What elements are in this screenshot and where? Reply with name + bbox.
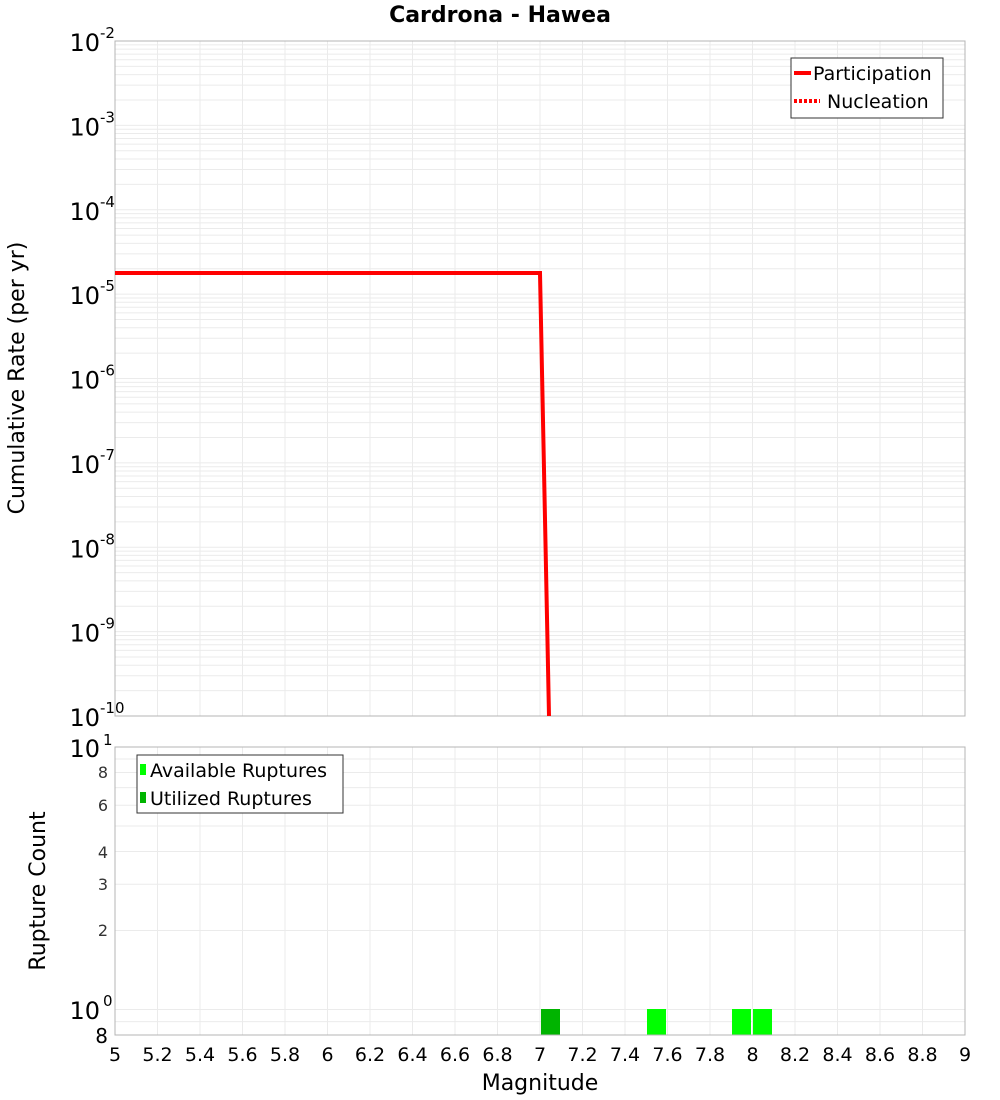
x-tick-label: 5.2: [142, 1044, 172, 1066]
top-ytick-exp: -2: [100, 24, 115, 42]
ytick-10-0: 10: [69, 997, 100, 1025]
x-tick-label: 6.8: [482, 1044, 512, 1066]
x-tick-label: 8.4: [822, 1044, 852, 1066]
legend-utilized-label: Utilized Ruptures: [150, 788, 312, 810]
available-bar-7.95: [732, 1009, 751, 1035]
utilized-legend-swatch: [140, 792, 146, 803]
x-tick-label: 8.2: [780, 1044, 810, 1066]
x-tick-label: 7.8: [695, 1044, 725, 1066]
top-legend: Participation Nucleation: [790, 57, 944, 119]
ytick-6: 6: [98, 796, 108, 815]
top-ytick-exp: -10: [100, 699, 125, 717]
bottom-y-tick-labels: 10 1 8 6 4 3 2 10 0 8: [69, 731, 112, 1048]
legend-participation-label: Participation: [813, 63, 932, 85]
bottom-plot-frame: [114, 746, 966, 1036]
top-ytick-base: 10: [69, 282, 100, 310]
top-y-tick-labels: 10-210-310-410-510-610-710-810-910-10: [69, 24, 124, 732]
top-plot-frame: [114, 40, 966, 717]
bottom-y-axis-label: Rupture Count: [26, 811, 51, 971]
top-ytick-exp: -3: [100, 108, 115, 126]
top-ytick-base: 10: [69, 367, 100, 395]
ytick-4: 4: [98, 843, 108, 862]
top-ytick-base: 10: [69, 451, 100, 479]
top-ytick-exp: -5: [100, 277, 115, 295]
ytick-10-1: 10: [69, 735, 100, 763]
top-grid: [114, 41, 966, 717]
x-tick-label: 6.2: [355, 1044, 385, 1066]
top-ytick-base: 10: [69, 113, 100, 141]
participation-line: [115, 271, 551, 717]
available-bar-8.05: [753, 1009, 772, 1035]
top-ytick-exp: -6: [100, 362, 115, 380]
x-tick-label: 5.4: [185, 1044, 215, 1066]
ytick-8: 8: [98, 763, 108, 782]
available-bar-7.55: [647, 1009, 666, 1035]
x-tick-label: 9: [959, 1044, 971, 1066]
bottom-plot: 10 1 8 6 4 3 2 10 0 8 Rupture Count 5 5.2…: [26, 731, 971, 1096]
x-tick-label: 5.6: [227, 1044, 257, 1066]
rupture-bars: [541, 1009, 772, 1035]
ytick-3: 3: [98, 875, 108, 894]
x-tick-label: 8.8: [907, 1044, 937, 1066]
top-ytick-base: 10: [69, 198, 100, 226]
top-ytick-exp: -8: [100, 530, 115, 548]
x-tick-label: 7.4: [610, 1044, 640, 1066]
top-y-axis-label: Cumulative Rate (per yr): [5, 242, 30, 515]
top-ytick-base: 10: [69, 704, 100, 732]
ytick-10-1-exp: 1: [103, 731, 113, 749]
utilized-bar-7.05: [541, 1009, 560, 1035]
x-tick-label: 7: [534, 1044, 546, 1066]
top-ytick-exp: -9: [100, 615, 115, 633]
available-legend-swatch: [140, 764, 146, 775]
x-tick-label: 8: [746, 1044, 758, 1066]
bottom-legend: Available Ruptures Utilized Ruptures: [136, 754, 344, 814]
x-tick-label: 5: [109, 1044, 121, 1066]
x-tick-label: 7.2: [567, 1044, 597, 1066]
ytick-2: 2: [98, 921, 108, 940]
x-tick-label: 7.6: [652, 1044, 682, 1066]
x-axis-label: Magnitude: [482, 1071, 599, 1096]
ytick-bottom-8: 8: [95, 1024, 108, 1048]
x-tick-labels: 5 5.2 5.4 5.6 5.8 6 6.2 6.4 6.6 6.8 7 7.2 7.4 7.6 7.8 8…: [109, 1044, 971, 1066]
top-ytick-base: 10: [69, 29, 100, 57]
legend-nucleation-label: Nucleation: [827, 91, 929, 113]
top-ytick-exp: -7: [100, 446, 115, 464]
x-tick-label: 6: [321, 1044, 333, 1066]
legend-available-label: Available Ruptures: [150, 760, 327, 782]
top-ytick-base: 10: [69, 620, 100, 648]
chart-title: Cardrona - Hawea: [389, 3, 611, 28]
ytick-10-0-exp: 0: [103, 992, 113, 1010]
x-tick-label: 8.6: [865, 1044, 895, 1066]
top-plot: 10-210-310-410-510-610-710-810-910-10 Cu…: [5, 24, 966, 732]
x-tick-label: 6.6: [440, 1044, 470, 1066]
x-tick-label: 6.4: [397, 1044, 427, 1066]
top-ytick-base: 10: [69, 535, 100, 563]
top-ytick-exp: -4: [100, 193, 115, 211]
x-tick-label: 5.8: [270, 1044, 300, 1066]
